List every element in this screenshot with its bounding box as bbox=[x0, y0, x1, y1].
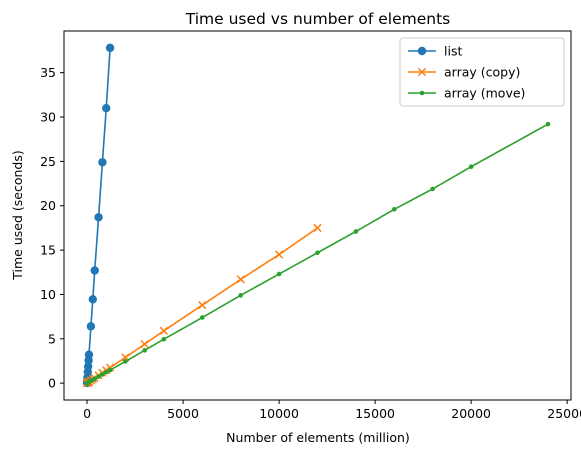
data-point-array-move bbox=[430, 187, 435, 192]
y-axis-label: Time used (seconds) bbox=[10, 150, 25, 280]
data-point-list bbox=[85, 351, 93, 359]
data-point-array-move bbox=[92, 377, 97, 382]
y-tick-label: 5 bbox=[48, 331, 56, 346]
data-point-list bbox=[102, 104, 110, 112]
data-point-array-move bbox=[142, 348, 147, 353]
data-point-array-move bbox=[315, 250, 320, 255]
y-tick-label: 15 bbox=[40, 243, 56, 258]
x-tick-label: 20000 bbox=[451, 406, 491, 421]
data-point-list bbox=[87, 322, 95, 330]
legend-label: list bbox=[444, 44, 462, 59]
x-tick-label: 0 bbox=[83, 406, 91, 421]
data-point-array-move bbox=[100, 372, 105, 377]
data-point-array-move bbox=[354, 229, 359, 234]
y-tick-label: 25 bbox=[40, 154, 56, 169]
data-point-array-move bbox=[469, 164, 474, 169]
data-point-list bbox=[91, 266, 99, 274]
y-tick-label: 30 bbox=[40, 110, 56, 125]
x-tick-label: 5000 bbox=[167, 406, 199, 421]
legend-label: array (copy) bbox=[444, 65, 520, 80]
legend-swatch-marker bbox=[418, 47, 426, 55]
data-point-list bbox=[106, 44, 114, 52]
data-point-array-move bbox=[162, 337, 167, 342]
data-point-array-move bbox=[392, 207, 397, 212]
data-point-array-move bbox=[123, 359, 128, 364]
x-axis-label: Number of elements (million) bbox=[226, 430, 410, 445]
data-point-list bbox=[89, 295, 97, 303]
data-point-list bbox=[94, 213, 102, 221]
y-tick-label: 20 bbox=[40, 198, 56, 213]
data-point-list bbox=[98, 158, 106, 166]
data-point-array-move bbox=[546, 122, 551, 127]
x-tick-label: 10000 bbox=[259, 406, 299, 421]
y-tick-label: 35 bbox=[40, 65, 56, 80]
legend: list array (copy) array (move) bbox=[400, 38, 564, 106]
data-point-array-move bbox=[238, 293, 243, 298]
data-point-array-move bbox=[200, 315, 205, 320]
chart-title: Time used vs number of elements bbox=[185, 10, 451, 28]
legend-swatch-marker bbox=[420, 91, 425, 96]
y-tick-label: 10 bbox=[40, 287, 56, 302]
y-tick-label: 0 bbox=[48, 376, 56, 391]
x-tick-label: 15000 bbox=[355, 406, 395, 421]
data-point-array-move bbox=[277, 272, 282, 277]
data-point-array-move bbox=[108, 368, 113, 373]
legend-label: array (move) bbox=[444, 86, 525, 101]
